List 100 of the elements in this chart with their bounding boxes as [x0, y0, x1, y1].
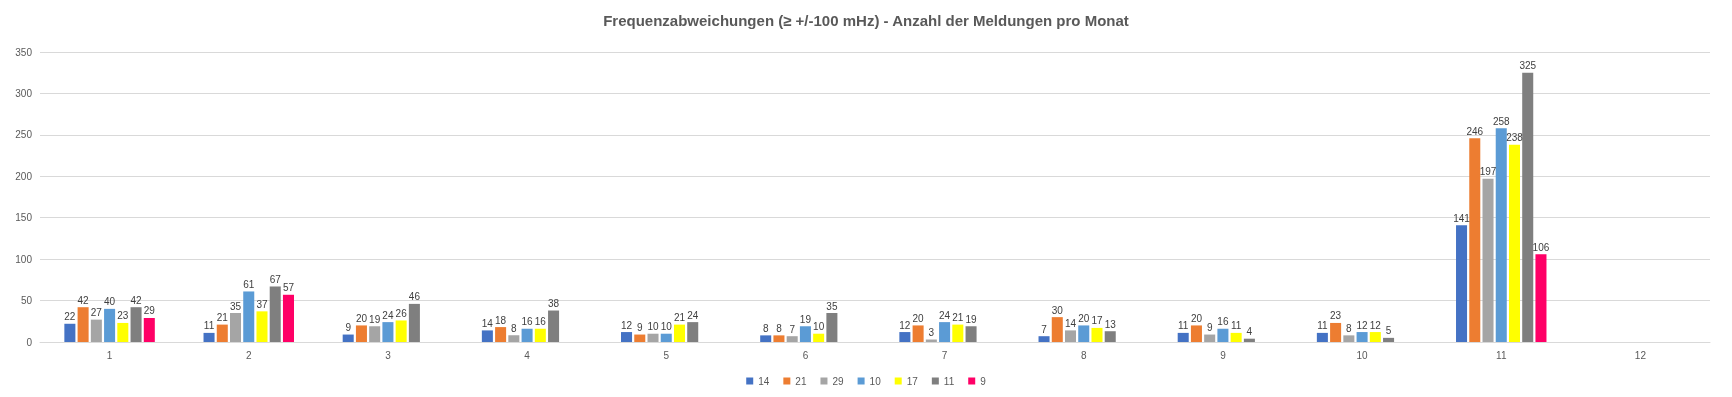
- legend-label: 11: [943, 375, 955, 387]
- y-tick-label: 350: [15, 46, 33, 58]
- bar: [548, 310, 560, 342]
- y-tick-label: 250: [15, 129, 33, 141]
- bar: [1217, 328, 1229, 342]
- data-label: 27: [90, 307, 103, 319]
- y-tick-label: 50: [20, 295, 33, 307]
- data-label: 4: [1246, 326, 1253, 338]
- bar: [1065, 330, 1077, 342]
- data-label: 17: [1091, 315, 1103, 327]
- data-label: 9: [636, 322, 643, 334]
- data-label: 23: [117, 310, 129, 322]
- data-label: 9: [345, 322, 352, 334]
- data-label: 57: [282, 282, 295, 294]
- data-label: 20: [355, 312, 368, 324]
- data-label: 12: [1369, 319, 1382, 331]
- data-label: 21: [216, 312, 229, 324]
- data-label: 325: [1519, 60, 1537, 72]
- bar: [1469, 138, 1481, 342]
- bar: [965, 326, 977, 342]
- bar: [408, 303, 420, 342]
- data-label: 8: [776, 322, 783, 334]
- x-tick-label: 9: [1220, 349, 1227, 361]
- data-label: 16: [1217, 316, 1229, 328]
- data-label: 106: [1532, 241, 1550, 253]
- data-label: 3: [928, 327, 935, 339]
- data-label: 35: [826, 300, 838, 312]
- data-label: 20: [1190, 312, 1203, 324]
- data-label: 258: [1492, 115, 1511, 127]
- bar: [1091, 327, 1103, 342]
- bar: [243, 291, 255, 342]
- x-tick-label: 11: [1496, 349, 1507, 361]
- bar: [773, 335, 785, 342]
- bar: [760, 335, 772, 342]
- bar: [269, 286, 281, 342]
- legend-label: 29: [832, 375, 845, 387]
- data-label: 46: [408, 291, 421, 303]
- bar: [1104, 331, 1116, 342]
- bar: [1495, 128, 1507, 342]
- data-label: 5: [1385, 325, 1392, 337]
- bar: [786, 336, 798, 342]
- bar: [282, 294, 294, 342]
- bar: [495, 327, 507, 342]
- bar: [1190, 325, 1202, 342]
- bar: [952, 324, 964, 342]
- data-label: 11: [1317, 320, 1328, 332]
- bar: [1051, 317, 1063, 342]
- data-label: 24: [382, 309, 394, 321]
- bar: [90, 319, 102, 342]
- bar: [104, 308, 116, 342]
- data-label: 40: [104, 296, 116, 308]
- data-label: 8: [511, 322, 518, 334]
- bar: [1522, 72, 1534, 342]
- bar: [813, 333, 825, 342]
- bar: [647, 333, 659, 342]
- bar: [369, 326, 381, 342]
- data-label: 8: [1346, 322, 1353, 334]
- bar: [634, 334, 646, 342]
- y-tick-label: 150: [15, 212, 33, 224]
- bar: [1330, 322, 1342, 342]
- bar: [899, 332, 911, 342]
- data-label: 38: [548, 298, 560, 310]
- data-label: 21: [673, 312, 686, 324]
- data-label: 11: [203, 320, 215, 332]
- bar: [799, 326, 811, 342]
- x-tick-label: 5: [663, 349, 670, 361]
- data-label: 21: [952, 312, 964, 324]
- bar: [1456, 225, 1468, 342]
- bar: [1482, 178, 1494, 342]
- x-tick-label: 12: [1634, 349, 1647, 361]
- x-tick-label: 4: [524, 349, 531, 361]
- bar: [521, 328, 533, 342]
- data-label: 7: [789, 323, 796, 335]
- data-label: 16: [534, 316, 547, 328]
- data-label: 19: [799, 313, 812, 325]
- bar: [117, 322, 129, 342]
- x-tick-label: 7: [941, 349, 948, 361]
- data-label: 19: [965, 313, 978, 325]
- bar: [1204, 334, 1216, 342]
- bar: [1535, 254, 1547, 342]
- data-label: 9: [1206, 322, 1213, 334]
- bar: [64, 323, 76, 342]
- data-label: 18: [495, 314, 507, 326]
- y-tick-label: 200: [15, 170, 33, 182]
- data-label: 37: [256, 298, 268, 310]
- bar: [534, 328, 546, 342]
- bar: [687, 322, 699, 342]
- y-tick-label: 300: [15, 87, 33, 99]
- bar: [1343, 335, 1355, 342]
- data-label: 61: [243, 278, 255, 290]
- bar: [673, 324, 685, 342]
- data-label: 12: [1356, 319, 1369, 331]
- bar: [216, 324, 228, 342]
- bar: [826, 313, 838, 342]
- data-label: 67: [269, 273, 282, 285]
- chart-title: Frequenzabweichungen (≥ +/-100 mHz) - Anzahl der Meldungen pro Monat: [603, 12, 1129, 29]
- data-label: 42: [77, 294, 90, 306]
- data-label: 30: [1051, 304, 1064, 316]
- data-label: 22: [64, 311, 76, 323]
- data-label: 16: [521, 316, 534, 328]
